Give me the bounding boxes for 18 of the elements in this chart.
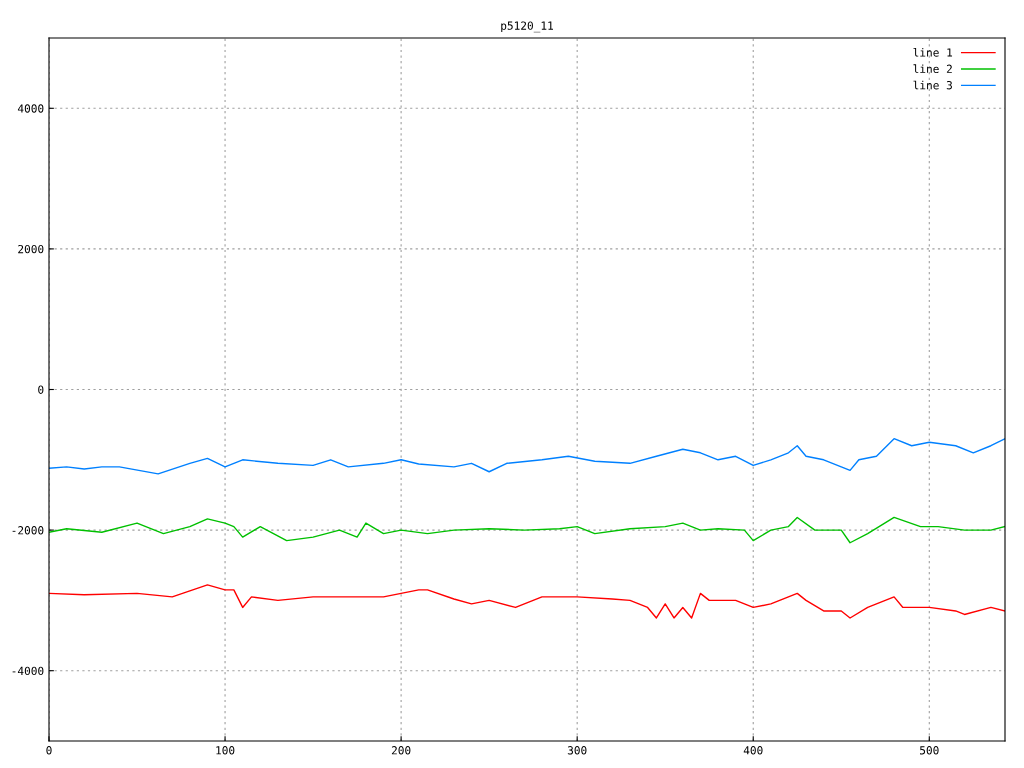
legend-label: line 3	[913, 80, 952, 90]
y-tick-label: 0	[38, 385, 44, 394]
line-series	[49, 516, 1005, 544]
y-tick-label: 4000	[17, 104, 44, 113]
x-tick-label: 500	[920, 746, 939, 755]
legend-label: line 1	[913, 48, 953, 57]
y-tick-label: 2000	[18, 244, 44, 254]
x-tick-label: 300	[567, 746, 587, 755]
chart-title: p5120_11	[501, 21, 553, 33]
legend-label: line 2	[913, 64, 952, 74]
line-series	[49, 438, 1005, 475]
x-tick-label: 200	[391, 746, 411, 755]
x-tick-label: 100	[216, 746, 235, 755]
x-tick-label: 400	[743, 746, 763, 755]
y-tick-label: -2000	[12, 526, 44, 535]
line-series	[49, 584, 1005, 619]
x-tick-label: 0	[46, 746, 52, 755]
y-tick-label: -4000	[12, 666, 44, 676]
